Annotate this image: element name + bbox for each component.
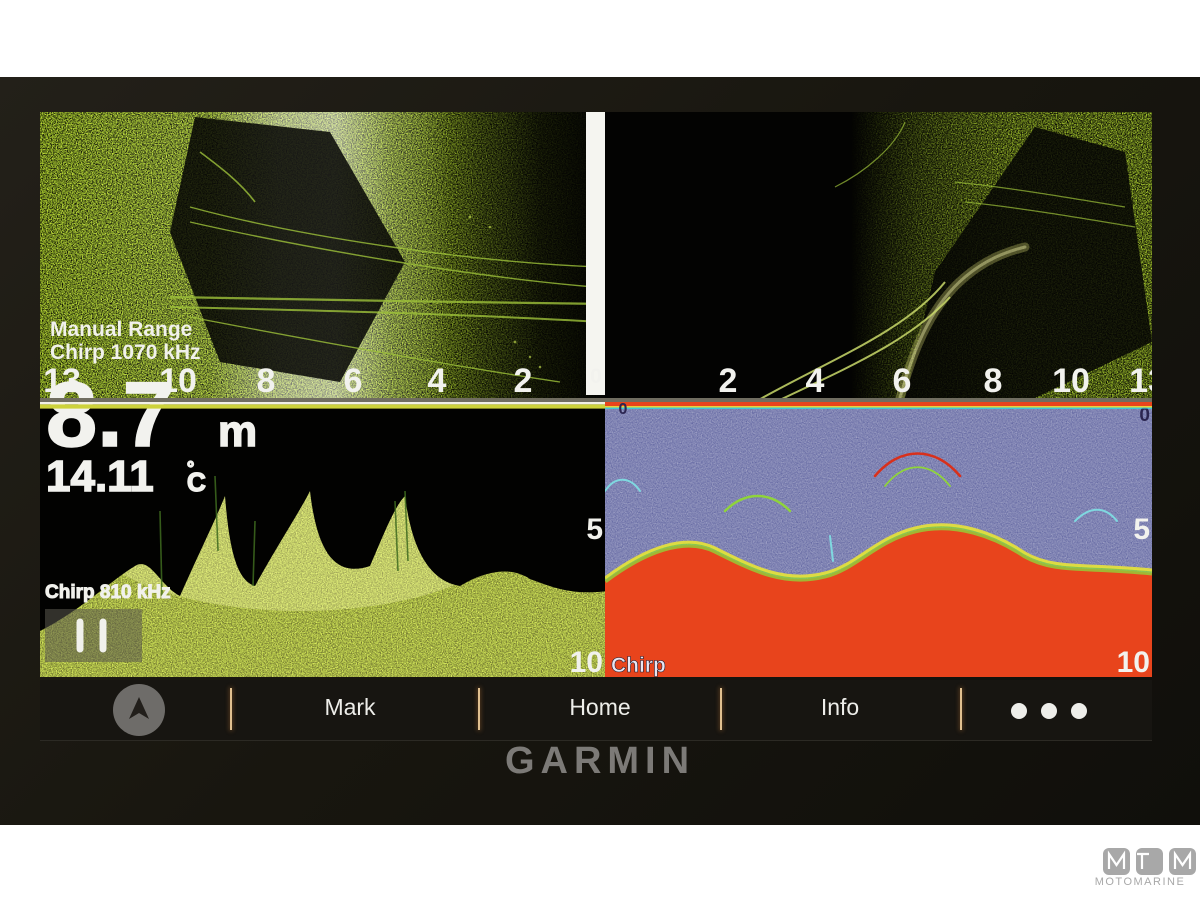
svg-text:13: 13 [43, 362, 81, 400]
svg-text:Manual Range: Manual Range [50, 318, 192, 341]
svg-text:10: 10 [570, 646, 603, 677]
svg-text:8: 8 [257, 362, 276, 400]
svg-text:m: m [218, 407, 257, 456]
svg-text:10: 10 [159, 362, 197, 400]
svg-text:14.11: 14.11 [46, 452, 154, 501]
svg-text:4: 4 [428, 362, 447, 400]
svg-text:10: 10 [1052, 362, 1090, 400]
svg-text:Chirp: Chirp [611, 654, 666, 677]
svg-text:Chirp 1070 kHz: Chirp 1070 kHz [50, 341, 201, 364]
svg-text:Chirp 810 kHz: Chirp 810 kHz [45, 582, 171, 603]
svg-text:6: 6 [893, 362, 912, 400]
svg-text:0: 0 [590, 365, 602, 388]
svg-text:2: 2 [514, 362, 533, 400]
svg-text:13: 13 [1129, 362, 1152, 400]
svg-text:8: 8 [984, 362, 1003, 400]
svg-text:5: 5 [1133, 513, 1150, 546]
svg-text:10: 10 [1117, 646, 1150, 677]
svg-text:MOTOMARINE: MOTOMARINE [1095, 876, 1186, 888]
svg-text:0: 0 [619, 401, 628, 418]
svg-text:6: 6 [344, 362, 363, 400]
svg-text:2: 2 [719, 362, 738, 400]
svg-text:5: 5 [586, 513, 603, 546]
svg-text:C: C [187, 467, 206, 497]
svg-text:4: 4 [806, 362, 825, 400]
